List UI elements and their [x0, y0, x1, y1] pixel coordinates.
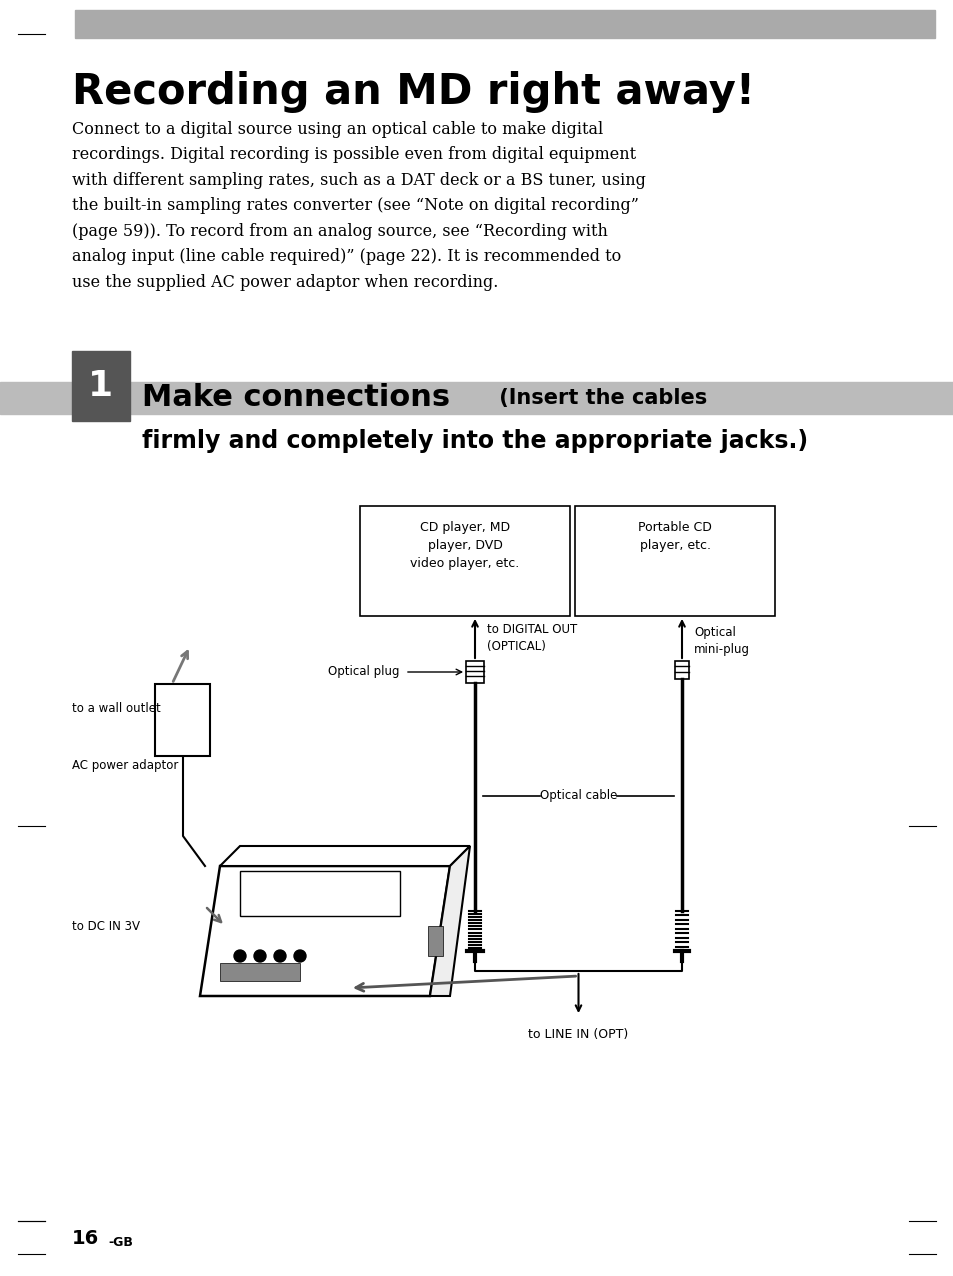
Text: to a wall outlet: to a wall outlet — [71, 702, 161, 715]
Bar — [75, 10, 934, 38]
Text: (Insert the cables: (Insert the cables — [492, 388, 706, 408]
Bar — [465, 661, 483, 683]
Text: 16: 16 — [71, 1229, 99, 1248]
Text: to DIGITAL OUT
(OPTICAL): to DIGITAL OUT (OPTICAL) — [486, 623, 577, 653]
Bar — [0, 382, 953, 413]
Text: -GB: -GB — [108, 1235, 132, 1248]
Bar — [675, 661, 688, 679]
Text: AC power adaptor: AC power adaptor — [71, 759, 178, 772]
Text: Recording an MD right away!: Recording an MD right away! — [71, 71, 754, 114]
Circle shape — [233, 951, 246, 962]
Text: Optical
mini-plug: Optical mini-plug — [693, 627, 749, 656]
Text: Optical plug: Optical plug — [328, 666, 399, 679]
Polygon shape — [430, 846, 470, 997]
Text: Connect to a digital source using an optical cable to make digital
recordings. D: Connect to a digital source using an opt… — [71, 121, 645, 291]
Text: Portable CD
player, etc.: Portable CD player, etc. — [638, 521, 711, 553]
Polygon shape — [220, 846, 470, 866]
Bar — [154, 684, 210, 755]
Bar — [575, 507, 774, 616]
Text: Make connections: Make connections — [142, 384, 450, 412]
Polygon shape — [200, 866, 450, 997]
Bar — [428, 926, 442, 956]
Bar — [359, 507, 569, 616]
Text: to DC IN 3V: to DC IN 3V — [71, 920, 140, 933]
Bar — [240, 872, 399, 916]
Text: 1: 1 — [89, 369, 113, 403]
Bar — [71, 351, 130, 421]
Text: to LINE IN (OPT): to LINE IN (OPT) — [528, 1028, 628, 1041]
Text: firmly and completely into the appropriate jacks.): firmly and completely into the appropria… — [142, 429, 807, 453]
Text: CD player, MD
player, DVD
video player, etc.: CD player, MD player, DVD video player, … — [410, 521, 519, 570]
Circle shape — [294, 951, 306, 962]
Text: Optical cable: Optical cable — [539, 790, 617, 803]
Circle shape — [274, 951, 286, 962]
Circle shape — [253, 951, 266, 962]
Bar — [220, 963, 299, 981]
